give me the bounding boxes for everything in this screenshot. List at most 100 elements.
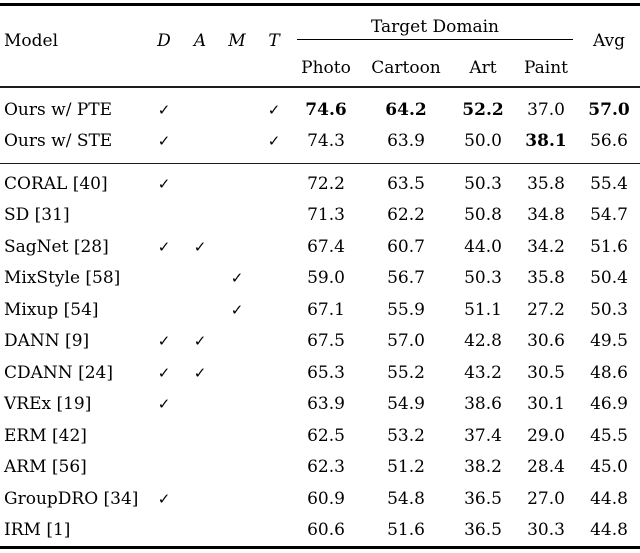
value-cartoon: 56.7 [387, 268, 425, 289]
flag-a-checkmark: ✓ [193, 237, 207, 256]
value-paint: 35.8 [527, 173, 565, 194]
table-row: Ours w/ PTE ✓ ✓ 74.6 64.2 52.2 37.0 57.0 [0, 95, 640, 126]
column-header-paint: Paint [523, 58, 569, 78]
value-avg: 45.5 [590, 425, 628, 446]
column-header-a: A [193, 31, 207, 51]
target-domain-label: Target Domain [371, 16, 499, 37]
value-art: 37.4 [464, 425, 502, 446]
model-name: ERM [42] [4, 425, 87, 446]
flag-d-checkmark: ✓ [157, 489, 171, 508]
value-cartoon: 57.0 [387, 331, 425, 352]
column-header-d: D [157, 31, 171, 51]
header-separator-rule [0, 86, 640, 88]
column-header-photo: Photo [301, 58, 351, 78]
model-name: VREx [19] [4, 394, 92, 415]
value-avg: 48.6 [590, 362, 628, 383]
flag-t-checkmark: ✓ [267, 101, 281, 119]
value-photo: 62.5 [307, 425, 345, 446]
baseline-methods-group: CORAL [40] ✓ 72.2 63.5 50.3 35.8 55.4 SD [31] 71… [0, 164, 640, 546]
value-photo: 65.3 [307, 362, 345, 383]
group-separator-rule [0, 162, 640, 164]
column-header-model: Model [4, 31, 59, 51]
value-art: 52.2 [462, 100, 504, 120]
table-row: Ours w/ STE ✓ ✓ 74.3 63.9 50.0 38.1 56.6 [0, 126, 640, 157]
flag-t-checkmark: ✓ [267, 132, 281, 150]
value-cartoon: 62.2 [387, 205, 425, 226]
value-art: 50.3 [464, 268, 502, 289]
flag-d-checkmark: ✓ [157, 363, 171, 382]
value-paint: 30.5 [527, 362, 565, 383]
table-row: CDANN [24] ✓ ✓ 65.3 55.2 43.2 30.5 48.6 [0, 357, 640, 389]
table-row: DANN [9] ✓ ✓ 67.5 57.0 42.8 30.6 49.5 [0, 326, 640, 358]
table-row: ARM [56] 62.3 51.2 38.2 28.4 45.0 [0, 452, 640, 484]
value-photo: 74.3 [307, 131, 345, 151]
value-art: 50.3 [464, 173, 502, 194]
top-rule [0, 3, 640, 6]
value-avg: 49.5 [590, 331, 628, 352]
flag-a-checkmark: ✓ [193, 332, 207, 351]
value-photo: 59.0 [307, 268, 345, 289]
value-paint: 30.3 [527, 520, 565, 541]
value-art: 51.1 [464, 299, 502, 320]
column-header-m: M [228, 31, 246, 51]
model-name: SD [31] [4, 205, 70, 226]
flag-a-checkmark: ✓ [193, 363, 207, 382]
flag-d-checkmark: ✓ [157, 332, 171, 351]
model-name: CORAL [40] [4, 173, 108, 194]
value-avg: 56.6 [590, 131, 628, 151]
value-cartoon: 55.9 [387, 299, 425, 320]
model-name: SagNet [28] [4, 236, 109, 257]
model-name: DANN [9] [4, 331, 90, 352]
value-art: 42.8 [464, 331, 502, 352]
value-avg: 50.4 [590, 268, 628, 289]
value-art: 44.0 [464, 236, 502, 257]
model-name: GroupDRO [34] [4, 488, 139, 509]
value-paint: 27.2 [527, 299, 565, 320]
value-paint: 27.0 [527, 488, 565, 509]
value-paint: 28.4 [527, 457, 565, 478]
value-photo: 67.1 [307, 299, 345, 320]
target-domain-group-header: Target Domain [297, 6, 573, 40]
model-name: Ours w/ STE [4, 131, 113, 151]
ours-methods-group: Ours w/ PTE ✓ ✓ 74.6 64.2 52.2 37.0 57.0 Ours w/… [0, 88, 640, 163]
value-cartoon: 64.2 [385, 100, 427, 120]
value-avg: 44.8 [590, 520, 628, 541]
value-art: 36.5 [464, 488, 502, 509]
value-cartoon: 63.5 [387, 173, 425, 194]
column-header-t: T [268, 31, 280, 51]
table-row: SD [31] 71.3 62.2 50.8 34.8 54.7 [0, 200, 640, 232]
value-cartoon: 53.2 [387, 425, 425, 446]
value-photo: 67.5 [307, 331, 345, 352]
value-art: 50.0 [464, 131, 502, 151]
table-row: VREx [19] ✓ 63.9 54.9 38.6 30.1 46.9 [0, 389, 640, 421]
value-cartoon: 54.9 [387, 394, 425, 415]
flag-d-checkmark: ✓ [157, 101, 171, 119]
flag-d-checkmark: ✓ [157, 237, 171, 256]
table-header: Model D A M T Target Domain Avg Photo Ca… [0, 6, 640, 86]
value-paint: 30.1 [527, 394, 565, 415]
flag-d-checkmark: ✓ [157, 395, 171, 414]
value-photo: 60.9 [307, 488, 345, 509]
model-name: ARM [56] [4, 457, 87, 478]
flag-m-checkmark: ✓ [230, 300, 244, 319]
table-row: IRM [1] 60.6 51.6 36.5 30.3 44.8 [0, 515, 640, 547]
value-photo: 74.6 [305, 100, 347, 120]
value-photo: 71.3 [307, 205, 345, 226]
value-paint: 30.6 [527, 331, 565, 352]
value-art: 50.8 [464, 205, 502, 226]
value-cartoon: 55.2 [387, 362, 425, 383]
value-paint: 34.2 [527, 236, 565, 257]
table-row: CORAL [40] ✓ 72.2 63.5 50.3 35.8 55.4 [0, 168, 640, 200]
value-photo: 72.2 [307, 173, 345, 194]
table-row: ERM [42] 62.5 53.2 37.4 29.0 45.5 [0, 420, 640, 452]
table-row: Mixup [54] ✓ 67.1 55.9 51.1 27.2 50.3 [0, 294, 640, 326]
value-paint: 34.8 [527, 205, 565, 226]
table-row: SagNet [28] ✓ ✓ 67.4 60.7 44.0 34.2 51.6 [0, 231, 640, 263]
column-header-avg: Avg [592, 31, 626, 51]
column-header-cartoon: Cartoon [371, 58, 441, 78]
value-avg: 44.8 [590, 488, 628, 509]
model-name: Ours w/ PTE [4, 100, 113, 120]
value-cartoon: 51.2 [387, 457, 425, 478]
value-cartoon: 51.6 [387, 520, 425, 541]
